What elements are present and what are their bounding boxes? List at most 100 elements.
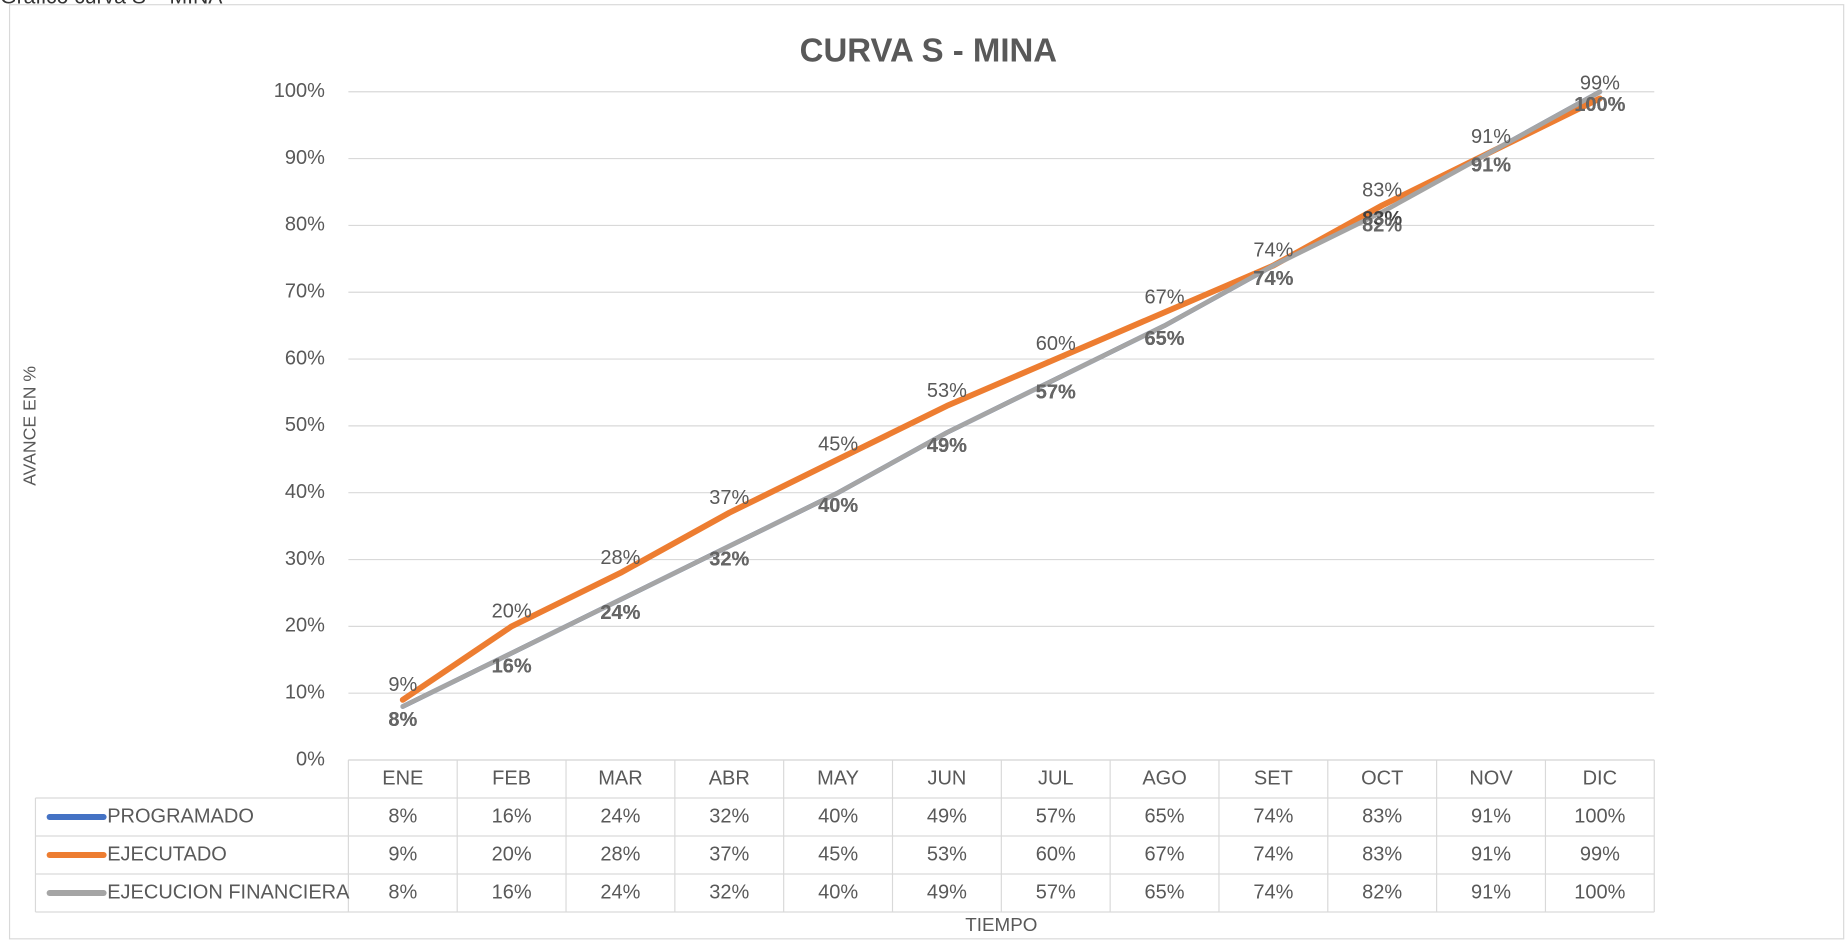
data-label: 40% [818,495,858,517]
data-label: 16% [492,655,532,677]
table-cell: 40% [818,881,858,903]
table-cell: 37% [709,843,749,865]
legend-label: EJECUTADO [107,843,227,865]
data-label: 100% [1574,94,1625,116]
x-tick-label: FEB [492,767,531,789]
y-tick-label: 80% [285,214,325,236]
data-label: 49% [927,435,967,457]
x-axis-label: TIEMPO [965,914,1037,935]
data-label: 74% [1253,268,1293,290]
table-cell: 16% [492,805,532,827]
table-cell: 91% [1471,805,1511,827]
x-tick-label: SET [1254,767,1293,789]
table-cell: 74% [1253,881,1293,903]
table-cell: 57% [1036,881,1076,903]
table-cell: 28% [600,843,640,865]
y-tick-label: 30% [285,548,325,570]
data-label: 57% [1036,382,1076,404]
data-label: 24% [600,602,640,624]
data-label: 60% [1036,333,1076,355]
table-cell: 24% [600,881,640,903]
data-label: 8% [388,709,417,731]
y-tick-label: 40% [285,481,325,503]
x-tick-label: AGO [1142,767,1186,789]
table-cell: 45% [818,843,858,865]
data-label: 8% [388,709,417,731]
table-cell: 83% [1362,805,1402,827]
data-label: 100% [1574,94,1625,116]
data-label: 45% [818,433,858,455]
data-label: 74% [1253,240,1293,262]
y-tick-label: 70% [285,281,325,303]
table-cell: 32% [709,881,749,903]
x-tick-label: JUN [927,767,966,789]
series-line [399,95,1603,703]
x-tick-label: MAR [598,767,642,789]
data-label: 40% [818,495,858,517]
table-cell: 65% [1145,805,1185,827]
table-cell: 100% [1574,881,1625,903]
data-label: 49% [927,435,967,457]
table-cell: 49% [927,805,967,827]
data-label: 99% [1580,73,1620,95]
data-label: 20% [492,601,532,623]
x-tick-label: ENE [382,767,423,789]
table-cell: 91% [1471,881,1511,903]
y-tick-label: 90% [285,147,325,169]
x-tick-label: NOV [1469,767,1513,789]
table-cell: 57% [1036,805,1076,827]
data-label: 74% [1253,268,1293,290]
data-label: 24% [600,602,640,624]
y-tick-label: 10% [285,681,325,703]
table-cell: 65% [1145,881,1185,903]
data-label: 91% [1471,126,1511,148]
data-label: 82% [1362,214,1402,236]
page-label: Gráfico curva S – MINA [0,0,223,8]
y-tick-label: 100% [274,80,325,102]
data-label: 65% [1145,328,1185,350]
legend-label: EJECUCION FINANCIERA [107,881,350,903]
table-cell: 83% [1362,843,1402,865]
table-cell: 16% [492,881,532,903]
table-cell: 49% [927,881,967,903]
table-cell: 82% [1362,881,1402,903]
y-axis-label: AVANCE EN % [19,366,39,486]
data-label: 32% [709,549,749,571]
table-cell: 67% [1145,843,1185,865]
table-cell: 74% [1253,805,1293,827]
data-label: 28% [600,547,640,569]
table-cell: 91% [1471,843,1511,865]
y-tick-label: 20% [285,615,325,637]
data-label: 91% [1471,154,1511,176]
x-tick-label: JUL [1038,767,1074,789]
table-cell: 40% [818,805,858,827]
data-label: 83% [1362,180,1402,202]
data-label: 83% [1362,208,1402,230]
y-tick-label: 60% [285,347,325,369]
table-cell: 9% [388,843,417,865]
table-cell: 8% [388,881,417,903]
table-cell: 24% [600,805,640,827]
data-label: 32% [709,549,749,571]
table-cell: 20% [492,843,532,865]
table-cell: 53% [927,843,967,865]
data-label: 67% [1145,286,1185,308]
data-label: 53% [927,380,967,402]
x-tick-label: ABR [709,767,750,789]
y-tick-label: 50% [285,414,325,436]
table-cell: 74% [1253,843,1293,865]
x-tick-label: DIC [1583,767,1617,789]
series-line [400,89,1603,709]
x-tick-label: MAY [817,767,859,789]
data-label: 37% [709,487,749,509]
y-tick-label: 0% [296,748,325,770]
table-cell: 99% [1580,843,1620,865]
data-label: 16% [492,655,532,677]
table-cell: 60% [1036,843,1076,865]
data-label: 65% [1145,328,1185,350]
table-cell: 32% [709,805,749,827]
data-label: 9% [388,674,417,696]
data-label: 57% [1036,382,1076,404]
